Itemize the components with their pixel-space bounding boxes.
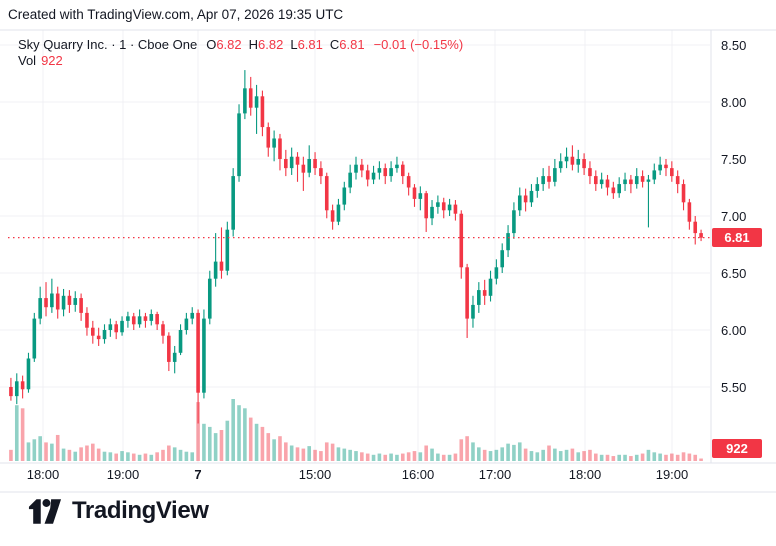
volume-label: Vol: [18, 53, 37, 68]
time-tick-label: 7: [194, 467, 202, 482]
pane-borders: [0, 29, 776, 493]
price-tick-label: 7.00: [721, 209, 747, 224]
volume-badge: 922: [712, 439, 762, 458]
ohlc-open: O6.82: [206, 37, 242, 52]
price-tick-label: 6.00: [721, 323, 747, 338]
time-tick-label: 18:00: [26, 467, 60, 482]
grid-lines: [0, 30, 710, 463]
time-tick-label: 18:00: [568, 467, 602, 482]
ohlc-low: L6.81: [290, 37, 323, 52]
volume-legend[interactable]: Vol 922: [18, 53, 63, 68]
time-tick-label: 17:00: [478, 467, 512, 482]
ohlc-high: H6.82: [248, 37, 284, 52]
candlestick-series: [9, 70, 703, 424]
attribution-text: Created with TradingView.com, Apr 07, 20…: [8, 7, 344, 22]
tradingview-logo-text: TradingView: [72, 497, 209, 524]
price-change: −0.01 (−0.15%): [373, 37, 464, 52]
volume-series: [9, 399, 703, 461]
price-tick-label: 6.50: [721, 266, 747, 281]
tradingview-logo-icon: [28, 498, 62, 525]
price-tick-label: 8.00: [721, 95, 747, 110]
volume-value: 922: [41, 53, 63, 68]
ohlc-close: C6.81: [329, 37, 365, 52]
time-tick-label: 16:00: [401, 467, 435, 482]
symbol-legend[interactable]: Sky Quarry Inc. · 1 · Cboe One O6.82 H6.82…: [18, 37, 463, 52]
tradingview-logo[interactable]: TradingView: [28, 497, 209, 525]
last-price-badge: 6.81: [712, 228, 762, 248]
time-tick-label: 15:00: [298, 467, 332, 482]
price-tick-label: 7.50: [721, 152, 747, 167]
time-tick-label: 19:00: [655, 467, 689, 482]
price-tick-label: 8.50: [721, 38, 747, 53]
price-tick-label: 5.50: [721, 380, 747, 395]
time-tick-label: 19:00: [106, 467, 140, 482]
symbol-title[interactable]: Sky Quarry Inc. · 1 · Cboe One: [18, 37, 198, 52]
